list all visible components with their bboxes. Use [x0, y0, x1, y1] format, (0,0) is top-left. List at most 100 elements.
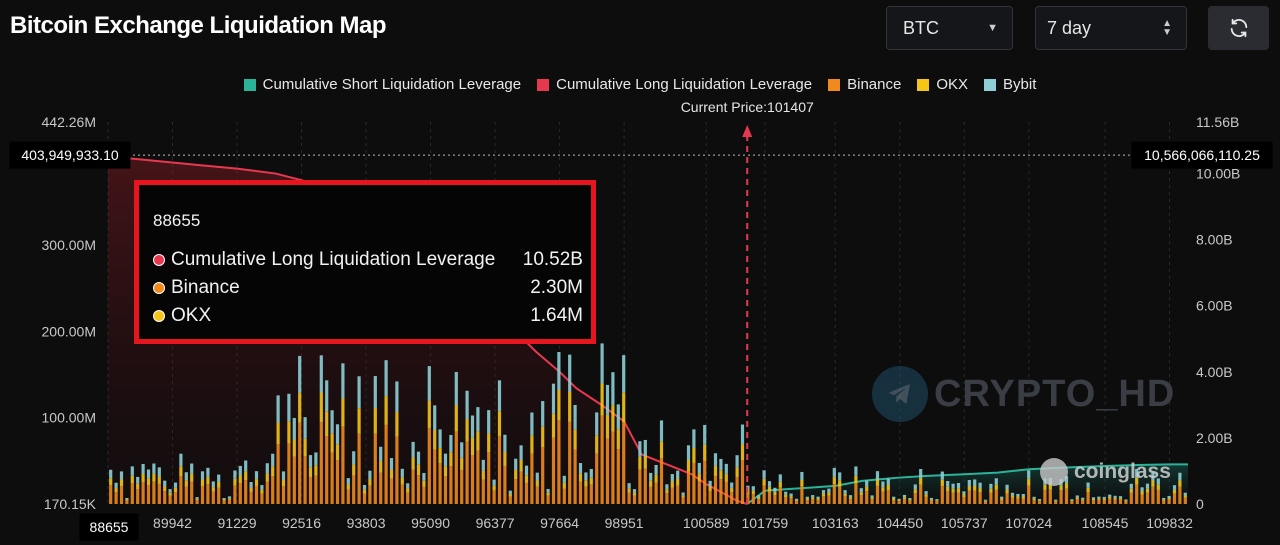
bar-segment [481, 470, 485, 480]
bar-segment [816, 499, 820, 504]
bar-segment [605, 438, 610, 504]
bar-segment [708, 486, 712, 492]
bar-segment [692, 448, 696, 463]
bar-segment [724, 473, 728, 482]
bar-segment [368, 485, 372, 504]
bar-segment [249, 487, 253, 492]
bar-segment [676, 478, 680, 486]
bar-segment [821, 493, 826, 497]
bar-segment [881, 487, 885, 492]
bar-segment [676, 470, 680, 479]
bar-segment [260, 485, 264, 490]
bar-segment [541, 401, 545, 427]
bar-segment [665, 484, 669, 490]
bar-segment [1027, 485, 1031, 504]
bar-segment [762, 478, 766, 486]
bar-segment [352, 464, 356, 475]
bar-segment [173, 487, 178, 493]
bar-segment [287, 443, 291, 504]
legend-item-0[interactable]: Cumulative Short Liquidation Leverage [243, 76, 521, 93]
bar-segment [298, 392, 302, 423]
symbol-select[interactable]: BTC ▼ [886, 6, 1013, 50]
bar-segment [1167, 499, 1171, 504]
bar-segment [1037, 501, 1042, 504]
bar-segment [865, 486, 869, 492]
bar-segment [449, 452, 453, 467]
bar-segment [400, 477, 404, 485]
bar-segment [1151, 486, 1155, 504]
bar-segment [211, 481, 215, 488]
bar-segment [341, 398, 345, 427]
bar-segment [373, 408, 377, 434]
bar-segment [838, 486, 842, 504]
bar-segment [141, 464, 145, 475]
legend-item-3[interactable]: OKX [917, 76, 968, 93]
tooltip-row-okx: OKX 1.64M [153, 305, 583, 327]
bar-segment [681, 495, 685, 498]
bar-segment [946, 481, 950, 487]
bar-segment [514, 458, 518, 471]
bar-segment [265, 481, 269, 504]
bar-segment [514, 470, 518, 480]
bar-segment [503, 452, 507, 466]
bar-segment [1145, 483, 1150, 489]
bar-segment [1027, 470, 1031, 479]
legend-item-4[interactable]: Bybit [984, 76, 1036, 93]
bar-segment [643, 455, 647, 469]
x-axis-tick: 96377 [476, 515, 515, 531]
bar-segment [308, 455, 313, 468]
bar-segment [703, 460, 707, 504]
bar-segment [438, 448, 442, 463]
bar-segment [854, 475, 858, 484]
bar-segment [1081, 497, 1085, 500]
bar-segment [1000, 499, 1004, 504]
bar-segment [811, 499, 815, 504]
bar-segment [352, 451, 356, 465]
bar-segment [1005, 493, 1009, 504]
bar-segment [805, 498, 809, 500]
legend-item-2[interactable]: Binance [828, 76, 901, 93]
bar-segment [244, 480, 248, 504]
bar-segment [244, 471, 248, 481]
tooltip-row-binance: Binance 2.30M [153, 277, 583, 299]
bar-segment [465, 441, 469, 504]
right-axis-tick: 11.56B [1196, 114, 1239, 130]
bar-segment [1172, 489, 1177, 494]
bar-segment [384, 396, 388, 425]
bar-segment [362, 484, 367, 490]
bar-segment [978, 488, 982, 493]
bar-segment [1064, 488, 1069, 504]
page-title: Bitcoin Exchange Liquidation Map [10, 12, 387, 39]
bar-segment [422, 486, 426, 504]
bar-segment [476, 407, 480, 432]
bar-segment [519, 471, 523, 504]
legend-label: Binance [847, 76, 902, 93]
bar-segment [395, 436, 399, 504]
left-axis-tick: 300.00M [42, 237, 96, 253]
refresh-button[interactable] [1208, 6, 1269, 50]
bar-segment [751, 486, 755, 491]
bar-segment [141, 474, 145, 483]
bar-segment [881, 481, 885, 488]
bar-segment [298, 422, 302, 504]
bar-segment [573, 429, 577, 450]
bar-segment [692, 429, 696, 449]
bar-segment [433, 430, 437, 450]
bar-segment [1054, 500, 1058, 502]
bar-segment [713, 465, 718, 477]
tooltip-value-long: 10.52B [522, 249, 583, 270]
bar-segment [206, 476, 210, 485]
bar-segment [951, 488, 955, 493]
bar-segment [503, 434, 507, 453]
bar-segment [449, 466, 453, 504]
bar-segment [119, 486, 124, 504]
bar-segment [1005, 484, 1009, 490]
legend-item-1[interactable]: Cumulative Long Liquidation Leverage [537, 76, 812, 93]
bar-segment [956, 488, 961, 493]
bar-segment [438, 462, 442, 504]
range-select[interactable]: 7 day ▲ ▼ [1035, 6, 1187, 50]
bar-segment [919, 477, 923, 485]
x-axis-tick: 109832 [1146, 515, 1193, 531]
bar-segment [514, 479, 518, 504]
bar-segment [719, 470, 723, 480]
